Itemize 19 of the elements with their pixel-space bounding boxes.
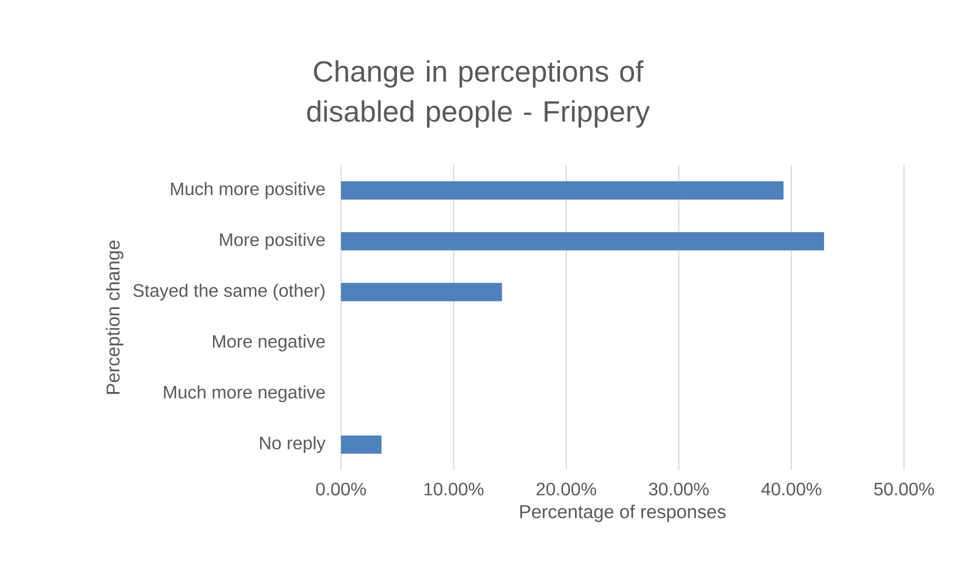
x-axis-title: Percentage of responses bbox=[520, 504, 726, 522]
x-tick-label: 50.00% bbox=[874, 482, 934, 496]
bar bbox=[341, 181, 784, 200]
y-tick-label: No reply bbox=[260, 436, 326, 453]
y-tick-label: Stayed the same (other) bbox=[133, 284, 324, 300]
chart-title: Change in perceptions of disabled people - Frippery bbox=[307, 60, 650, 128]
y-tick-label: Much more positive bbox=[171, 182, 325, 199]
y-axis-title: Perception change bbox=[106, 240, 124, 394]
x-tick-label: 0.00% bbox=[316, 482, 366, 496]
x-tick-label: 20.00% bbox=[536, 482, 596, 496]
bar bbox=[341, 282, 502, 302]
y-tick-label: More positive bbox=[220, 232, 325, 250]
x-tick-label: 40.00% bbox=[761, 482, 822, 496]
y-tick-label: More negative bbox=[213, 334, 325, 352]
bar bbox=[341, 435, 382, 454]
y-tick-label: Much more negative bbox=[164, 385, 325, 402]
x-tick-label: 30.00% bbox=[648, 482, 709, 496]
bar bbox=[341, 232, 824, 250]
x-tick-label: 10.00% bbox=[424, 482, 484, 496]
